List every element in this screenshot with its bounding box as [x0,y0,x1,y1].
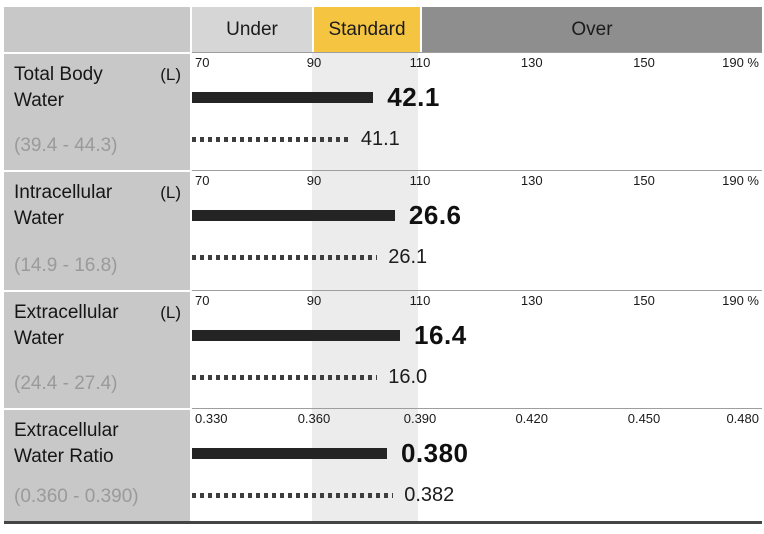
axis-tick: 150 [633,293,655,308]
row-title: Intracellular Water [14,182,113,229]
axis-tick: 190 % [722,173,759,188]
dotted-bar-line: 26.1 [192,246,762,268]
axis-tick: 0.360 [297,411,331,426]
solid-bar [192,447,387,459]
axis-tick: 90 [306,55,322,70]
axis-tick: 70 [195,55,210,70]
axis-tick: 150 [633,173,655,188]
dotted-bar-line: 41.1 [192,128,762,150]
solid-bar [192,329,401,341]
axis-tick: 0.480 [726,411,759,426]
dotted-bar [192,136,350,142]
dotted-bar [192,374,378,380]
axis-tick: 190 % [722,293,759,308]
row-normal-range: (24.4 - 27.4) [14,373,118,394]
axis-tick: 110 [409,173,431,188]
row-label-cell: Extracellular Water Ratio (0.360 - 0.390… [4,408,190,521]
row-normal-range: (0.360 - 0.390) [14,486,139,507]
row-label-cell: Intracellular Water (L) (14.9 - 16.8) [4,170,190,290]
axis-tick-row: 70 90 110 130 150 190 % [192,293,762,308]
row-intracellular-water: Intracellular Water (L) (14.9 - 16.8) 70… [4,170,762,290]
dotted-bar [192,254,378,260]
axis-tick: 190 % [722,55,759,70]
solid-bar [192,209,395,221]
dotted-bar-value: 16.0 [388,365,428,388]
axis-tick: 70 [195,293,210,308]
solid-bar [192,91,374,103]
axis-tick: 0.390 [403,411,437,426]
row-chart-area: 70 90 110 130 150 190 % 42.1 41.1 [192,52,762,170]
solid-bar-value: 42.1 [387,81,440,112]
axis-tick: 90 [306,173,322,188]
solid-bar-line: 0.380 [192,438,762,468]
row-chart-area: 70 90 110 130 150 190 % 16.4 16.0 [192,290,762,408]
axis-tick: 90 [306,293,322,308]
axis-tick: 0.450 [627,411,661,426]
axis-tick: 110 [409,55,431,70]
axis-tick-row: 70 90 110 130 150 190 % [192,173,762,188]
row-normal-range: (14.9 - 16.8) [14,255,118,276]
dotted-bar-value: 0.382 [404,483,455,506]
zone-under: Under [192,7,312,52]
row-chart-area: 0.330 0.360 0.390 0.420 0.450 0.480 0.38… [192,408,762,521]
solid-bar-value: 26.6 [408,199,462,230]
axis-tick: 150 [633,55,655,70]
axis-tick: 70 [195,173,210,188]
row-title: Extracellular Water [14,302,119,349]
solid-bar-value: 0.380 [400,437,469,468]
axis-tick-row: 0.330 0.360 0.390 0.420 0.450 0.480 [192,411,762,426]
dotted-bar-value: 26.1 [388,245,428,268]
dotted-bar-value: 41.1 [360,127,400,150]
axis-tick-row: 70 90 110 130 150 190 % [192,55,762,70]
zone-over: Over [422,7,762,52]
row-chart-area: 70 90 110 130 150 190 % 26.6 26.1 [192,170,762,290]
axis-tick: 0.420 [515,411,548,426]
row-unit: (L) [160,183,181,202]
axis-tick: 130 [520,293,543,308]
axis-tick: 0.330 [195,411,228,426]
table-bottom-border [4,521,762,524]
standard-zone-band [312,171,418,290]
solid-bar-line: 42.1 [192,82,762,112]
row-extracellular-water: Extracellular Water (L) (24.4 - 27.4) 70… [4,290,762,408]
dotted-bar [192,492,394,498]
row-normal-range: (39.4 - 44.3) [14,135,118,156]
zone-standard: Standard [314,7,420,52]
axis-tick: 130 [520,55,543,70]
dotted-bar-line: 16.0 [192,366,762,388]
row-label-cell: Extracellular Water (L) (24.4 - 27.4) [4,290,190,408]
axis-tick: 130 [520,173,543,188]
standard-zone-band [312,409,418,521]
standard-zone-band [312,53,418,170]
row-title: Extracellular Water Ratio [14,420,119,467]
zone-header-row: Under Standard Over [4,7,762,52]
row-extracellular-water-ratio: Extracellular Water Ratio (0.360 - 0.390… [4,408,762,521]
solid-bar-line: 16.4 [192,320,762,350]
row-label-cell: Total Body Water (L) (39.4 - 44.3) [4,52,190,170]
solid-bar-value: 16.4 [414,319,467,350]
solid-bar-line: 26.6 [192,200,762,230]
row-unit: (L) [160,303,181,322]
row-title: Total Body Water [14,64,103,111]
row-unit: (L) [160,65,181,84]
standard-zone-band [312,291,418,408]
header-corner-cell [4,7,190,52]
dotted-bar-line: 0.382 [192,484,762,506]
row-total-body-water: Total Body Water (L) (39.4 - 44.3) 70 90… [4,52,762,170]
body-water-report-panel: Under Standard Over Total Body Water (L)… [4,7,762,524]
axis-tick: 110 [409,293,431,308]
